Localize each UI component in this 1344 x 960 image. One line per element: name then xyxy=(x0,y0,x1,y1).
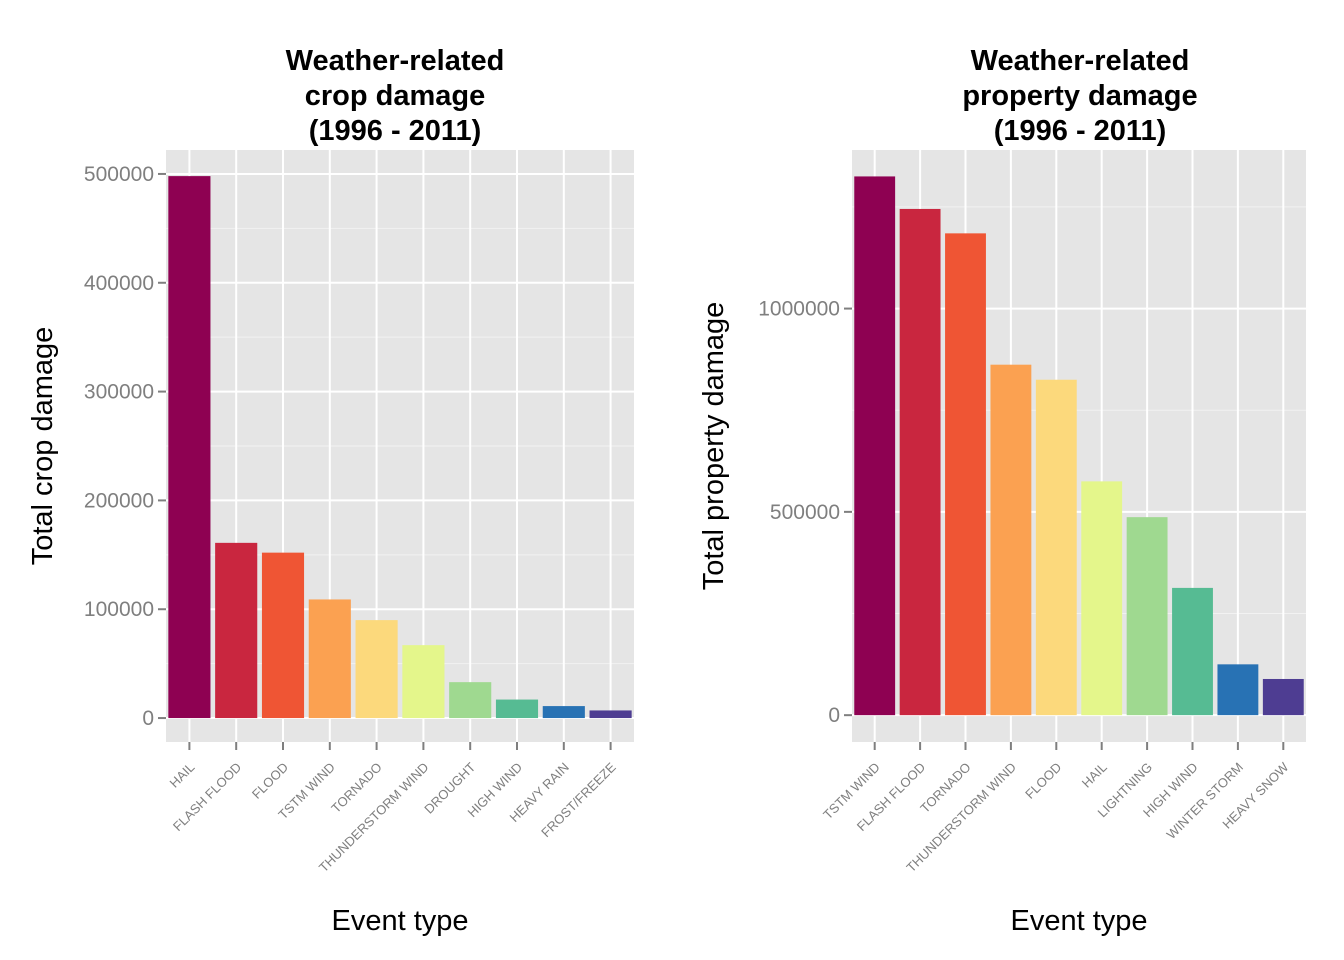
x-tick-label: FLOOD xyxy=(1022,760,1064,802)
y-axis-title: Total property damage xyxy=(698,302,730,591)
x-tick-label: FLOOD xyxy=(249,760,291,802)
chart-title-line: (1996 - 2011) xyxy=(309,115,482,147)
y-tick-label: 100000 xyxy=(84,598,154,621)
x-tick-label: HAIL xyxy=(166,760,197,791)
bar-winter-storm xyxy=(1217,664,1259,716)
chart-title-line: (1996 - 2011) xyxy=(994,115,1167,147)
bar-flood xyxy=(1035,379,1077,716)
chart-title-line: crop damage xyxy=(305,80,486,112)
x-tick-label: WINTER STORM xyxy=(1164,760,1246,842)
bar-hail xyxy=(168,176,211,719)
bar-thunderstorm-wind xyxy=(402,645,445,719)
y-tick-label: 0 xyxy=(142,707,154,730)
bar-tornado xyxy=(355,620,398,719)
chart-title-line: Weather-related xyxy=(286,45,505,77)
x-axis-title: Event type xyxy=(331,905,468,937)
bar-lightning xyxy=(1126,517,1168,716)
bar-drought xyxy=(449,682,492,719)
y-axis-title: Total crop damage xyxy=(27,327,59,566)
bar-high-wind xyxy=(495,699,539,719)
bar-heavy-rain xyxy=(542,706,585,719)
x-axis-title: Event type xyxy=(1010,905,1147,937)
bar-hail xyxy=(1081,481,1123,716)
bar-tstm-wind xyxy=(308,599,351,719)
chart-title-line: Weather-related xyxy=(971,45,1190,77)
y-tick-label: 0 xyxy=(828,704,840,727)
y-tick-label: 200000 xyxy=(84,489,154,512)
bar-heavy-snow xyxy=(1262,678,1304,716)
bar-flood xyxy=(261,552,305,719)
bar-flash-flood xyxy=(899,208,941,716)
bar-tstm-wind xyxy=(854,176,896,716)
chart-title-line: property damage xyxy=(962,80,1197,112)
y-tick-label: 500000 xyxy=(770,501,840,524)
bar-flash-flood xyxy=(215,542,258,719)
panel-1: 0100000200000300000400000500000HAILFLASH… xyxy=(27,45,634,937)
bar-thunderstorm-wind xyxy=(990,364,1032,716)
bar-frost-freeze xyxy=(589,710,632,719)
y-tick-label: 1000000 xyxy=(758,298,840,321)
y-tick-label: 300000 xyxy=(84,381,154,404)
bar-tornado xyxy=(945,233,986,716)
y-tick-label: 500000 xyxy=(84,163,154,186)
y-tick-label: 400000 xyxy=(84,272,154,295)
bar-high-wind xyxy=(1172,587,1213,716)
x-tick-label: HAIL xyxy=(1079,760,1110,791)
